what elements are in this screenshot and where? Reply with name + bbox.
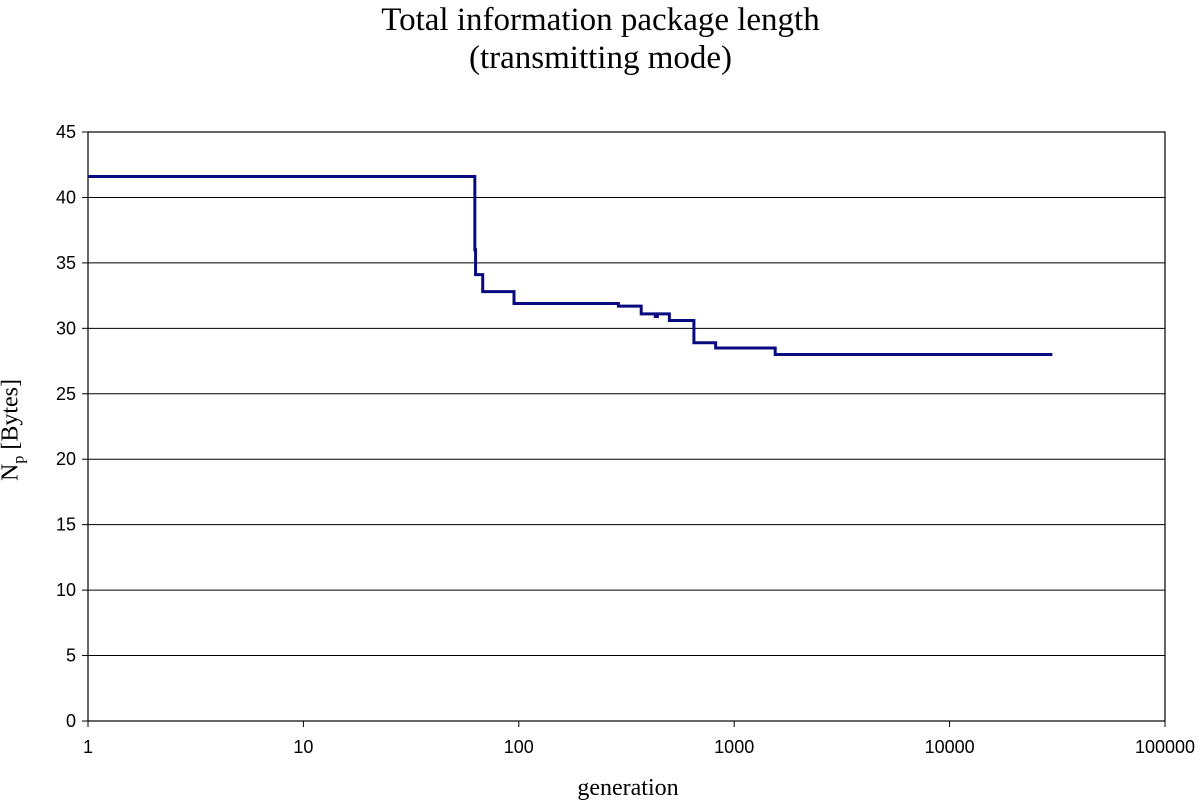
y-tick-label: 45 <box>56 122 76 142</box>
y-tick-label: 20 <box>56 449 76 469</box>
x-tick-label: 10 <box>293 737 313 757</box>
x-tick-label: 10000 <box>925 737 975 757</box>
y-axis-label: Np [Bytes] <box>0 379 28 481</box>
y-tick-label: 25 <box>56 384 76 404</box>
y-tick-label: 30 <box>56 318 76 338</box>
y-tick-label: 35 <box>56 253 76 273</box>
plot-frame <box>87 131 1166 722</box>
y-tick-label: 5 <box>66 646 76 666</box>
x-tick-label: 100 <box>504 737 534 757</box>
y-tick-label: 40 <box>56 187 76 207</box>
y-tick-label: 0 <box>66 711 76 731</box>
series-line <box>88 175 1053 357</box>
x-tick-label: 1 <box>83 737 93 757</box>
x-axis-label: generation <box>577 775 679 801</box>
x-tick-label: 1000 <box>714 737 754 757</box>
x-tick-label: 100000 <box>1135 737 1195 757</box>
chart-subtitle: (transmitting mode) <box>468 40 733 76</box>
chart-title: Total information package length <box>381 2 820 38</box>
y-tick-label: 15 <box>56 515 76 535</box>
y-tick-label: 10 <box>56 580 76 600</box>
